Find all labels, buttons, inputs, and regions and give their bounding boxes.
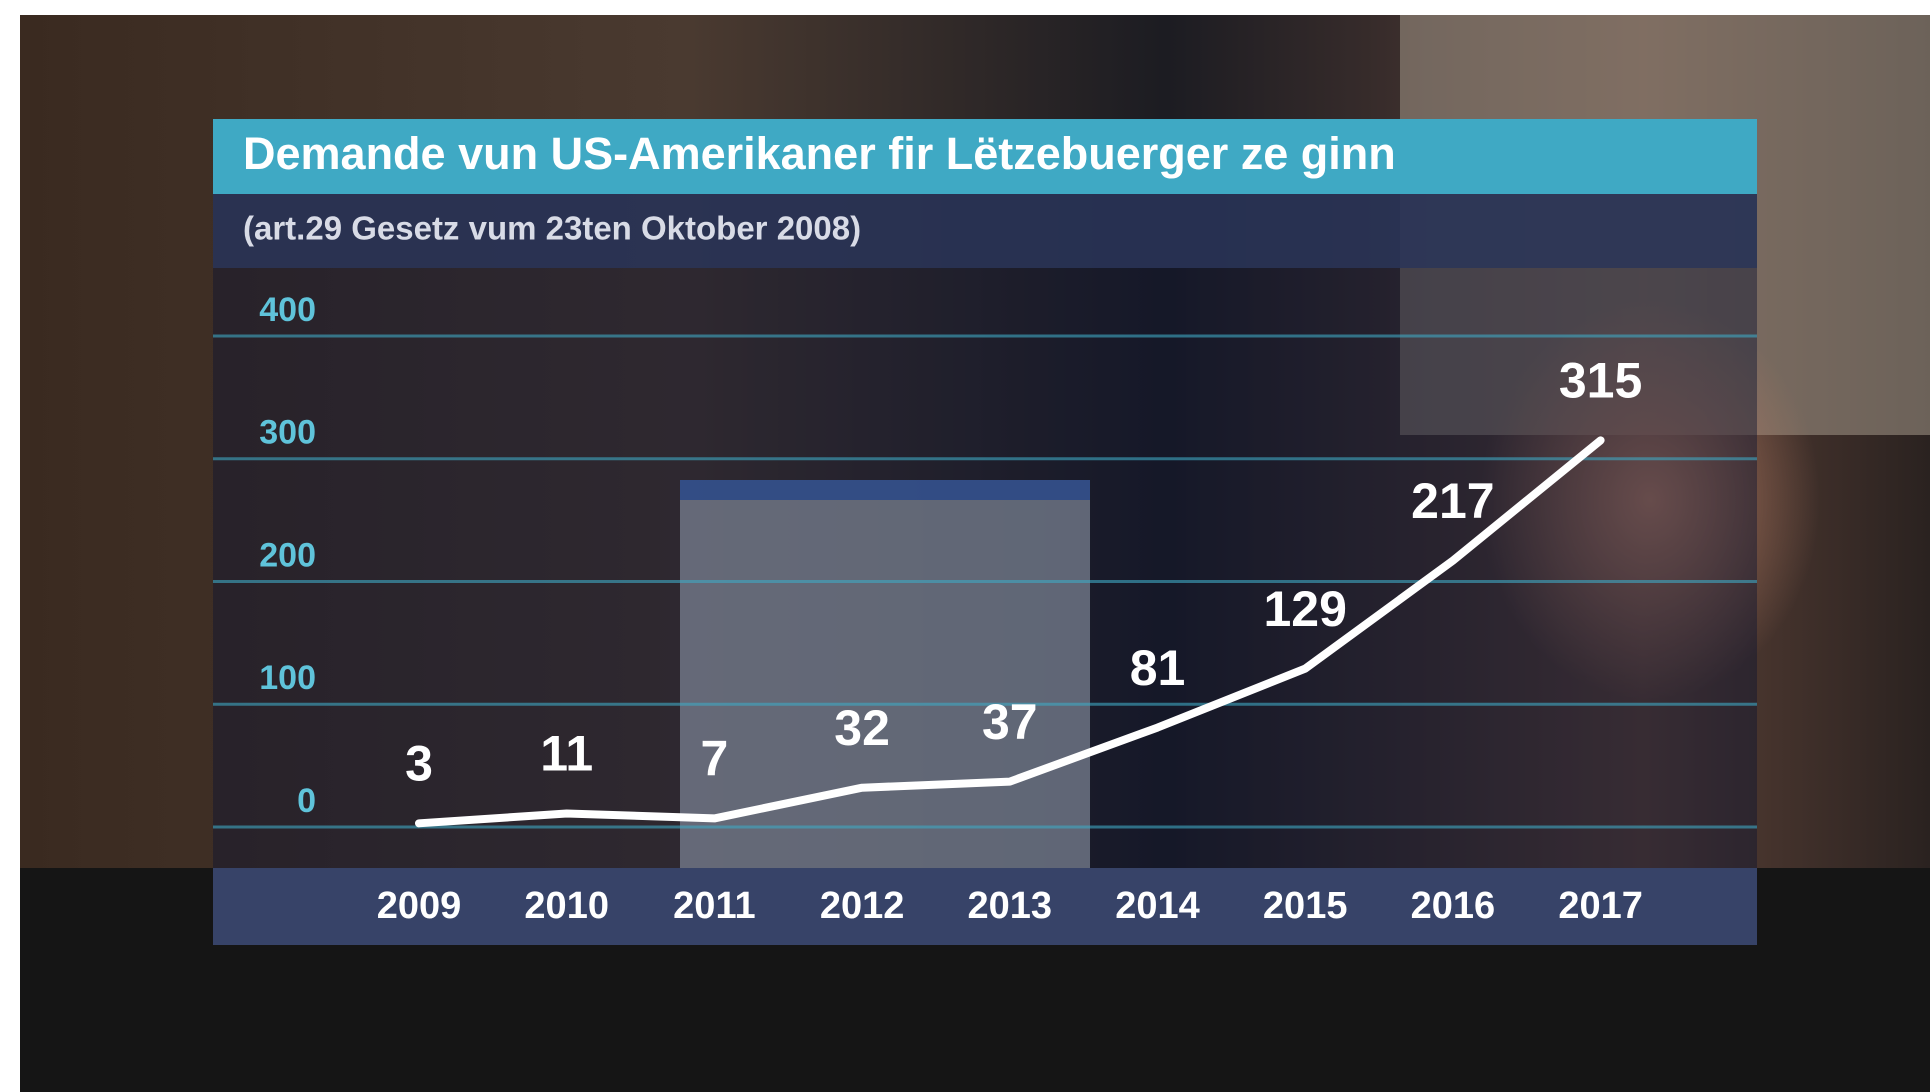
y-tick-label: 200 (259, 536, 316, 574)
x-tick-label: 2009 (377, 885, 462, 927)
data-label: 11 (540, 726, 593, 782)
y-tick-label: 400 (259, 291, 316, 329)
x-tick-label: 2017 (1558, 885, 1643, 927)
data-label: 129 (1263, 581, 1346, 637)
x-tick-label: 2010 (524, 885, 609, 927)
y-tick-label: 100 (259, 659, 316, 697)
chart-subtitle: (art.29 Gesetz vum 23ten Oktober 2008) (243, 210, 861, 247)
data-label: 3 (405, 736, 433, 792)
data-label: 217 (1411, 473, 1494, 529)
x-tick-label: 2014 (1115, 885, 1200, 927)
plot-panel (213, 194, 1757, 868)
y-tick-label: 0 (297, 782, 316, 820)
x-tick-label: 2011 (673, 885, 755, 927)
x-tick-label: 2012 (820, 885, 905, 927)
chart-title: Demande vun US-Amerikaner fir Lëtzebuerg… (243, 128, 1396, 179)
chart: Demande vun US-Amerikaner fir Lëtzebuerg… (0, 0, 1930, 1092)
x-tick-label: 2015 (1263, 885, 1348, 927)
x-tick-label: 2013 (968, 885, 1053, 927)
x-tick-label: 2016 (1411, 885, 1496, 927)
data-label: 315 (1559, 353, 1642, 409)
page: Demande vun US-Amerikaner fir Lëtzebuerg… (0, 0, 1930, 1092)
data-label: 81 (1130, 640, 1186, 696)
data-label: 37 (982, 694, 1038, 750)
y-tick-label: 300 (259, 414, 316, 452)
data-label: 7 (700, 731, 728, 787)
data-label: 32 (834, 700, 890, 756)
